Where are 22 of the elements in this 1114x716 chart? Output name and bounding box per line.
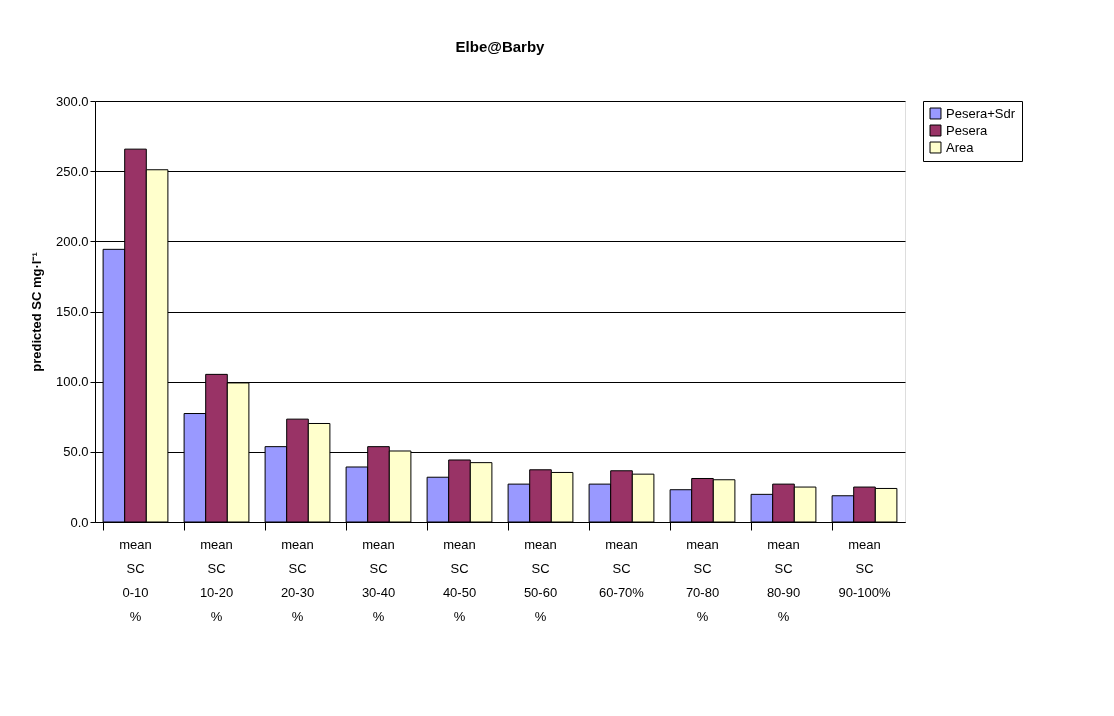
y-tick-label: 150.0 <box>55 304 89 319</box>
y-tick-label: 200.0 <box>55 233 89 249</box>
chart-title: Elbe@Barby <box>455 38 546 55</box>
legend-label: Area <box>946 139 975 155</box>
x-tick-label: mean SC 10-20 % <box>199 536 234 624</box>
y-tick-label: 300.0 <box>55 93 89 109</box>
y-tick-label: 250.0 <box>55 163 89 179</box>
y-axis-title: predicted SC mg·l⁻¹ <box>28 252 44 372</box>
x-tick-label: mean SC 60-70% <box>599 536 645 600</box>
x-tick-label: mean SC 80-90 % <box>766 536 801 624</box>
x-tick-label: mean SC 20-30 % <box>280 536 315 624</box>
y-tick-label: 100.0 <box>55 374 89 390</box>
y-tick-label: 50.0 <box>63 444 89 460</box>
legend-label: Pesera+Sdr <box>946 105 1016 121</box>
x-tick-label: mean SC 50-60 % <box>523 536 558 624</box>
x-tick-label: mean SC 40-50 % <box>442 536 477 624</box>
x-tick-label: mean SC 30-40 % <box>361 536 396 624</box>
x-tick-label: mean SC 70-80 % <box>685 536 720 624</box>
legend-label: Pesera <box>946 122 988 138</box>
x-tick-label: mean SC 90-100% <box>838 536 891 600</box>
x-tick-label: mean SC 0-10 % <box>119 536 152 624</box>
y-tick-label: 0.0 <box>70 514 89 530</box>
